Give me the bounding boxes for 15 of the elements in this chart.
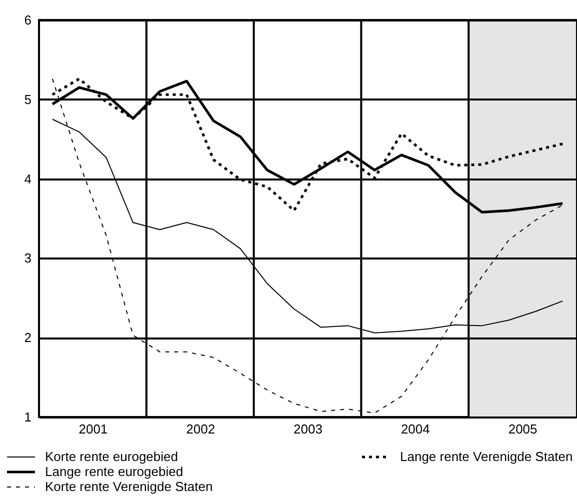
y-tick-label: 4 <box>24 171 32 186</box>
legend-label: Lange rente eurogebied <box>45 464 184 479</box>
y-tick-label: 3 <box>24 250 32 266</box>
y-tick-label: 6 <box>24 12 32 28</box>
y-tick-label: 2 <box>24 330 32 346</box>
x-tick-label: 2005 <box>508 422 538 436</box>
x-tick-label: 2001 <box>78 422 108 436</box>
x-tick-label: 2004 <box>400 422 430 436</box>
legend-label: Korte rente eurogebied <box>45 449 178 464</box>
legend-label: Korte rente Verenigde Staten <box>45 479 213 494</box>
x-tick-label: 2002 <box>186 422 216 436</box>
y-tick-label: 5 <box>24 92 32 107</box>
y-tick-label: 1 <box>24 410 32 424</box>
x-tick-label: 2003 <box>294 422 322 436</box>
legend-label: Lange rente Verenigde Staten <box>400 449 573 464</box>
